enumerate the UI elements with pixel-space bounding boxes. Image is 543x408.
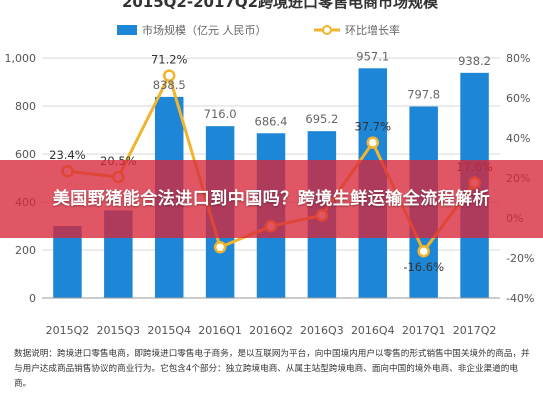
x-tick-label: 2017Q2 [453,324,497,337]
bar-value-label: 957.1 [356,49,389,63]
y-right-tick-label: -40% [506,292,534,305]
x-tick-label: 2015Q3 [97,324,141,337]
headline-text: 美国野猪能合法进口到中国吗？跨境生鲜运输全流程解析 [52,189,491,209]
x-tick-label: 2015Q4 [147,324,191,337]
y-left-tick-label: 0 [29,292,36,305]
line-point [213,240,227,254]
data-footnote: 数据说明：跨境进口零售电商，即跨境进口零售电子商务，是以互联网为平台，向中国境内… [14,349,530,389]
bar [53,226,82,298]
bar-value-label: 716.0 [204,107,237,121]
y-left-tick-label: 200 [15,244,36,257]
legend-bar-swatch [117,25,137,35]
x-tick-label: 2016Q1 [198,324,242,337]
line-value-label: 71.2% [151,53,188,67]
line-point [366,136,380,149]
headline-banner: 美国野猪能合法进口到中国吗？跨境生鲜运输全流程解析 [0,160,543,238]
bar-value-label: 838.5 [153,78,186,92]
x-tick-label: 2017Q1 [402,324,446,337]
line-value-label: 37.7% [355,120,392,134]
bar-value-label: 695.2 [305,112,338,126]
bar-value-label: 686.4 [255,114,288,128]
y-right-tick-label: 40% [506,132,530,145]
y-left-tick-label: 600 [15,148,36,161]
legend-line-marker [322,25,332,35]
chart-legend: 市场规模（亿元 人民币） 环比增长率 [117,23,400,37]
legend-bar-label: 市场规模（亿元 人民币） [142,23,267,37]
x-tick-label: 2016Q3 [300,324,344,337]
x-tick-label: 2016Q4 [351,324,395,337]
line-point [162,69,176,82]
y-left-tick-label: 1,000 [5,52,37,65]
legend-line-label: 环比增长率 [345,23,400,37]
line-value-label: 23.4% [49,148,86,162]
y-right-tick-label: -20% [506,252,534,265]
bar-value-label: 797.8 [407,88,440,102]
bar-value-label: 938.2 [458,54,491,68]
chart-title: 2015Q2-2017Q2跨境进口零售电商市场规模 [122,0,439,11]
y-right-tick-label: 60% [506,92,530,105]
x-tick-label: 2015Q2 [46,324,90,337]
y-left-tick-label: 800 [15,100,36,113]
x-tick-label: 2016Q2 [249,324,293,337]
line-point [417,244,430,258]
line-value-label: -16.6% [403,260,444,274]
y-right-tick-label: 80% [506,52,530,65]
